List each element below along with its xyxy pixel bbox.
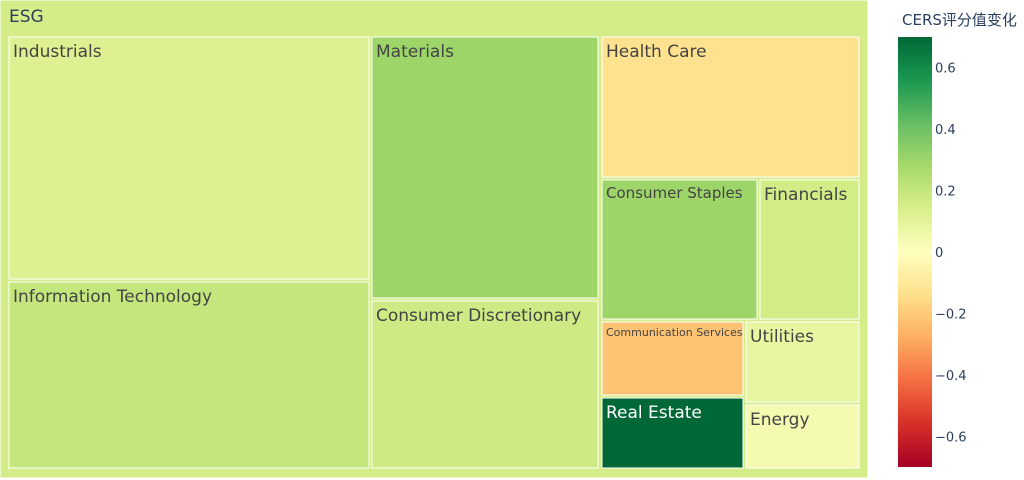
treemap-tile-label: Consumer Staples xyxy=(606,184,743,202)
treemap-tile-rect[interactable] xyxy=(601,179,758,320)
treemap-tile-label: Consumer Discretionary xyxy=(376,306,581,326)
treemap-tile-label: Information Technology xyxy=(13,287,212,307)
colorbar-tick-label: −0.4 xyxy=(935,369,967,384)
treemap-tile-industrials[interactable]: Industrials xyxy=(8,36,370,280)
treemap-tile-rect[interactable] xyxy=(8,281,370,469)
colorbar-tick-label: 0.4 xyxy=(935,123,956,138)
treemap-tile-real-estate[interactable]: Real Estate xyxy=(601,397,744,469)
treemap-tile-rect[interactable] xyxy=(759,179,860,320)
colorbar-gradient xyxy=(898,37,932,467)
treemap-tile-rect[interactable] xyxy=(371,300,599,469)
treemap-tile-label: Communication Services xyxy=(606,326,743,339)
treemap-tile-rect[interactable] xyxy=(601,321,744,396)
colorbar-tick-label: −0.2 xyxy=(935,307,967,322)
treemap-tile-label: Industrials xyxy=(13,42,102,62)
treemap-tile-utilities[interactable]: Utilities xyxy=(745,321,860,403)
colorbar-tick-label: 0 xyxy=(935,246,943,261)
treemap-tile-communication-services[interactable]: Communication Services xyxy=(601,321,744,396)
treemap-tile-materials[interactable]: Materials xyxy=(371,36,599,299)
treemap-tile-consumer-discretionary[interactable]: Consumer Discretionary xyxy=(371,300,599,469)
treemap-tile-information-technology[interactable]: Information Technology xyxy=(8,281,370,469)
treemap-tile-label: Energy xyxy=(750,410,810,430)
treemap-tile-rect[interactable] xyxy=(745,321,860,403)
colorbar: CERS评分值变化 0.6 0.4 0.2 0 −0.2 −0.4 −0.6 xyxy=(898,11,1017,467)
treemap-tile-rect[interactable] xyxy=(371,36,599,299)
colorbar-tick-label: 0.2 xyxy=(935,185,956,200)
treemap-tile-rect[interactable] xyxy=(745,404,860,469)
treemap-tile-label: Health Care xyxy=(606,42,707,62)
treemap-tile-rect[interactable] xyxy=(601,36,860,178)
treemap-tile-label: Utilities xyxy=(750,327,814,347)
colorbar-title: CERS评分值变化 xyxy=(902,11,1017,29)
colorbar-tick-label: −0.6 xyxy=(935,430,967,445)
treemap-tile-label: Materials xyxy=(376,42,454,62)
treemap-tile-health-care[interactable]: Health Care xyxy=(601,36,860,178)
treemap-root-label: ESG xyxy=(9,7,44,27)
treemap-tile-label: Financials xyxy=(764,185,847,205)
treemap-tile-rect[interactable] xyxy=(601,397,744,469)
treemap-tile-consumer-staples[interactable]: Consumer Staples xyxy=(601,179,758,320)
treemap-tile-label: Real Estate xyxy=(606,403,702,423)
treemap-tile-rect[interactable] xyxy=(8,36,370,280)
treemap-tile-energy[interactable]: Energy xyxy=(745,404,860,469)
colorbar-tick-label: 0.6 xyxy=(935,62,956,77)
treemap-plot-area: ESG Industrials Information Technology Mate… xyxy=(0,0,869,479)
treemap-tile-financials[interactable]: Financials xyxy=(759,179,860,320)
